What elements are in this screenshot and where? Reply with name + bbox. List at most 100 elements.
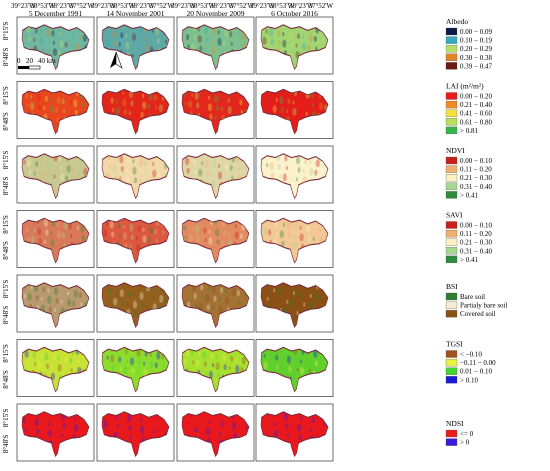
texture-speck bbox=[234, 231, 239, 240]
texture-speck bbox=[225, 296, 230, 305]
texture-speck bbox=[201, 104, 204, 109]
texture-speck bbox=[222, 39, 226, 46]
texture-speck bbox=[35, 161, 39, 168]
texture-speck bbox=[142, 227, 145, 232]
study-region-texture bbox=[182, 282, 248, 317]
study-region bbox=[21, 24, 90, 70]
texture-speck bbox=[119, 366, 122, 372]
map-panel bbox=[96, 274, 175, 333]
texture-speck bbox=[105, 221, 109, 227]
texture-speck bbox=[121, 299, 125, 306]
texture-speck bbox=[54, 421, 59, 429]
texture-speck bbox=[155, 238, 158, 244]
texture-speck bbox=[306, 224, 311, 233]
texture-speck bbox=[158, 104, 163, 113]
texture-speck bbox=[201, 161, 204, 166]
texture-speck bbox=[198, 351, 201, 356]
texture-speck bbox=[52, 40, 56, 45]
texture-speck bbox=[152, 169, 157, 178]
texture-speck bbox=[291, 414, 296, 421]
texture-speck bbox=[236, 156, 240, 163]
texture-speck bbox=[44, 430, 47, 435]
texture-speck bbox=[51, 220, 56, 227]
texture-speck bbox=[316, 426, 321, 435]
texture-speck bbox=[188, 234, 193, 243]
texture-speck bbox=[139, 284, 142, 289]
texture-speck bbox=[292, 107, 297, 116]
texture-speck bbox=[47, 429, 53, 438]
texture-speck bbox=[40, 296, 43, 301]
texture-speck bbox=[76, 91, 79, 97]
texture-speck bbox=[292, 241, 298, 250]
texture-speck bbox=[63, 221, 68, 230]
texture-speck bbox=[60, 299, 63, 304]
texture-speck bbox=[198, 168, 203, 177]
texture-speck bbox=[303, 436, 306, 441]
texture-speck bbox=[53, 308, 57, 313]
texture-speck bbox=[219, 287, 224, 294]
map-panel bbox=[176, 16, 255, 75]
texture-speck bbox=[239, 99, 243, 106]
texture-speck bbox=[273, 288, 276, 293]
texture-speck bbox=[27, 292, 32, 301]
texture-speck bbox=[319, 236, 324, 244]
map-panel bbox=[255, 210, 334, 268]
longitude-label: 37°52'W bbox=[309, 2, 334, 10]
texture-speck bbox=[273, 429, 278, 438]
texture-speck bbox=[115, 99, 118, 104]
texture-speck bbox=[267, 430, 270, 435]
texture-speck bbox=[76, 42, 81, 51]
texture-speck bbox=[217, 37, 222, 46]
texture-speck bbox=[276, 231, 279, 236]
texture-speck bbox=[64, 41, 68, 48]
texture-speck bbox=[213, 429, 218, 436]
texture-speck bbox=[195, 359, 200, 368]
texture-speck bbox=[225, 430, 230, 439]
texture-speck bbox=[162, 364, 166, 369]
texture-speck bbox=[136, 34, 141, 42]
texture-speck bbox=[37, 361, 42, 370]
texture-speck bbox=[263, 353, 266, 358]
texture-speck bbox=[67, 424, 70, 429]
texture-speck bbox=[223, 230, 227, 237]
texture-speck bbox=[81, 101, 85, 108]
map-panel bbox=[96, 339, 175, 397]
texture-speck bbox=[299, 366, 305, 375]
longitude-label: 39°23'W bbox=[91, 2, 116, 10]
texture-speck bbox=[323, 104, 328, 111]
texture-speck bbox=[265, 163, 269, 168]
texture-speck bbox=[135, 243, 141, 252]
texture-speck bbox=[268, 229, 272, 236]
texture-speck bbox=[302, 34, 305, 40]
texture-speck bbox=[299, 233, 304, 242]
texture-speck bbox=[110, 97, 114, 104]
texture-speck bbox=[126, 414, 132, 423]
texture-speck bbox=[133, 426, 136, 431]
texture-speck bbox=[34, 27, 38, 34]
texture-speck bbox=[33, 37, 36, 42]
texture-speck bbox=[72, 300, 76, 307]
texture-speck bbox=[47, 421, 51, 427]
legend-label: > 0.81 bbox=[460, 127, 478, 135]
texture-speck bbox=[55, 297, 59, 304]
texture-speck bbox=[30, 236, 35, 244]
texture-speck bbox=[28, 169, 32, 176]
texture-speck bbox=[186, 167, 190, 174]
texture-speck bbox=[292, 291, 296, 296]
texture-speck bbox=[138, 179, 142, 184]
texture-speck bbox=[146, 304, 149, 309]
texture-speck bbox=[267, 95, 271, 102]
texture-speck bbox=[65, 175, 69, 182]
study-region bbox=[101, 411, 170, 457]
texture-speck bbox=[50, 238, 55, 247]
texture-speck bbox=[319, 228, 322, 233]
texture-speck bbox=[200, 418, 204, 425]
texture-speck bbox=[240, 366, 244, 373]
texture-speck bbox=[44, 95, 48, 102]
texture-speck bbox=[216, 372, 221, 379]
texture-speck bbox=[228, 232, 231, 237]
texture-speck bbox=[74, 416, 77, 421]
texture-speck bbox=[296, 290, 301, 299]
texture-speck bbox=[286, 221, 291, 230]
